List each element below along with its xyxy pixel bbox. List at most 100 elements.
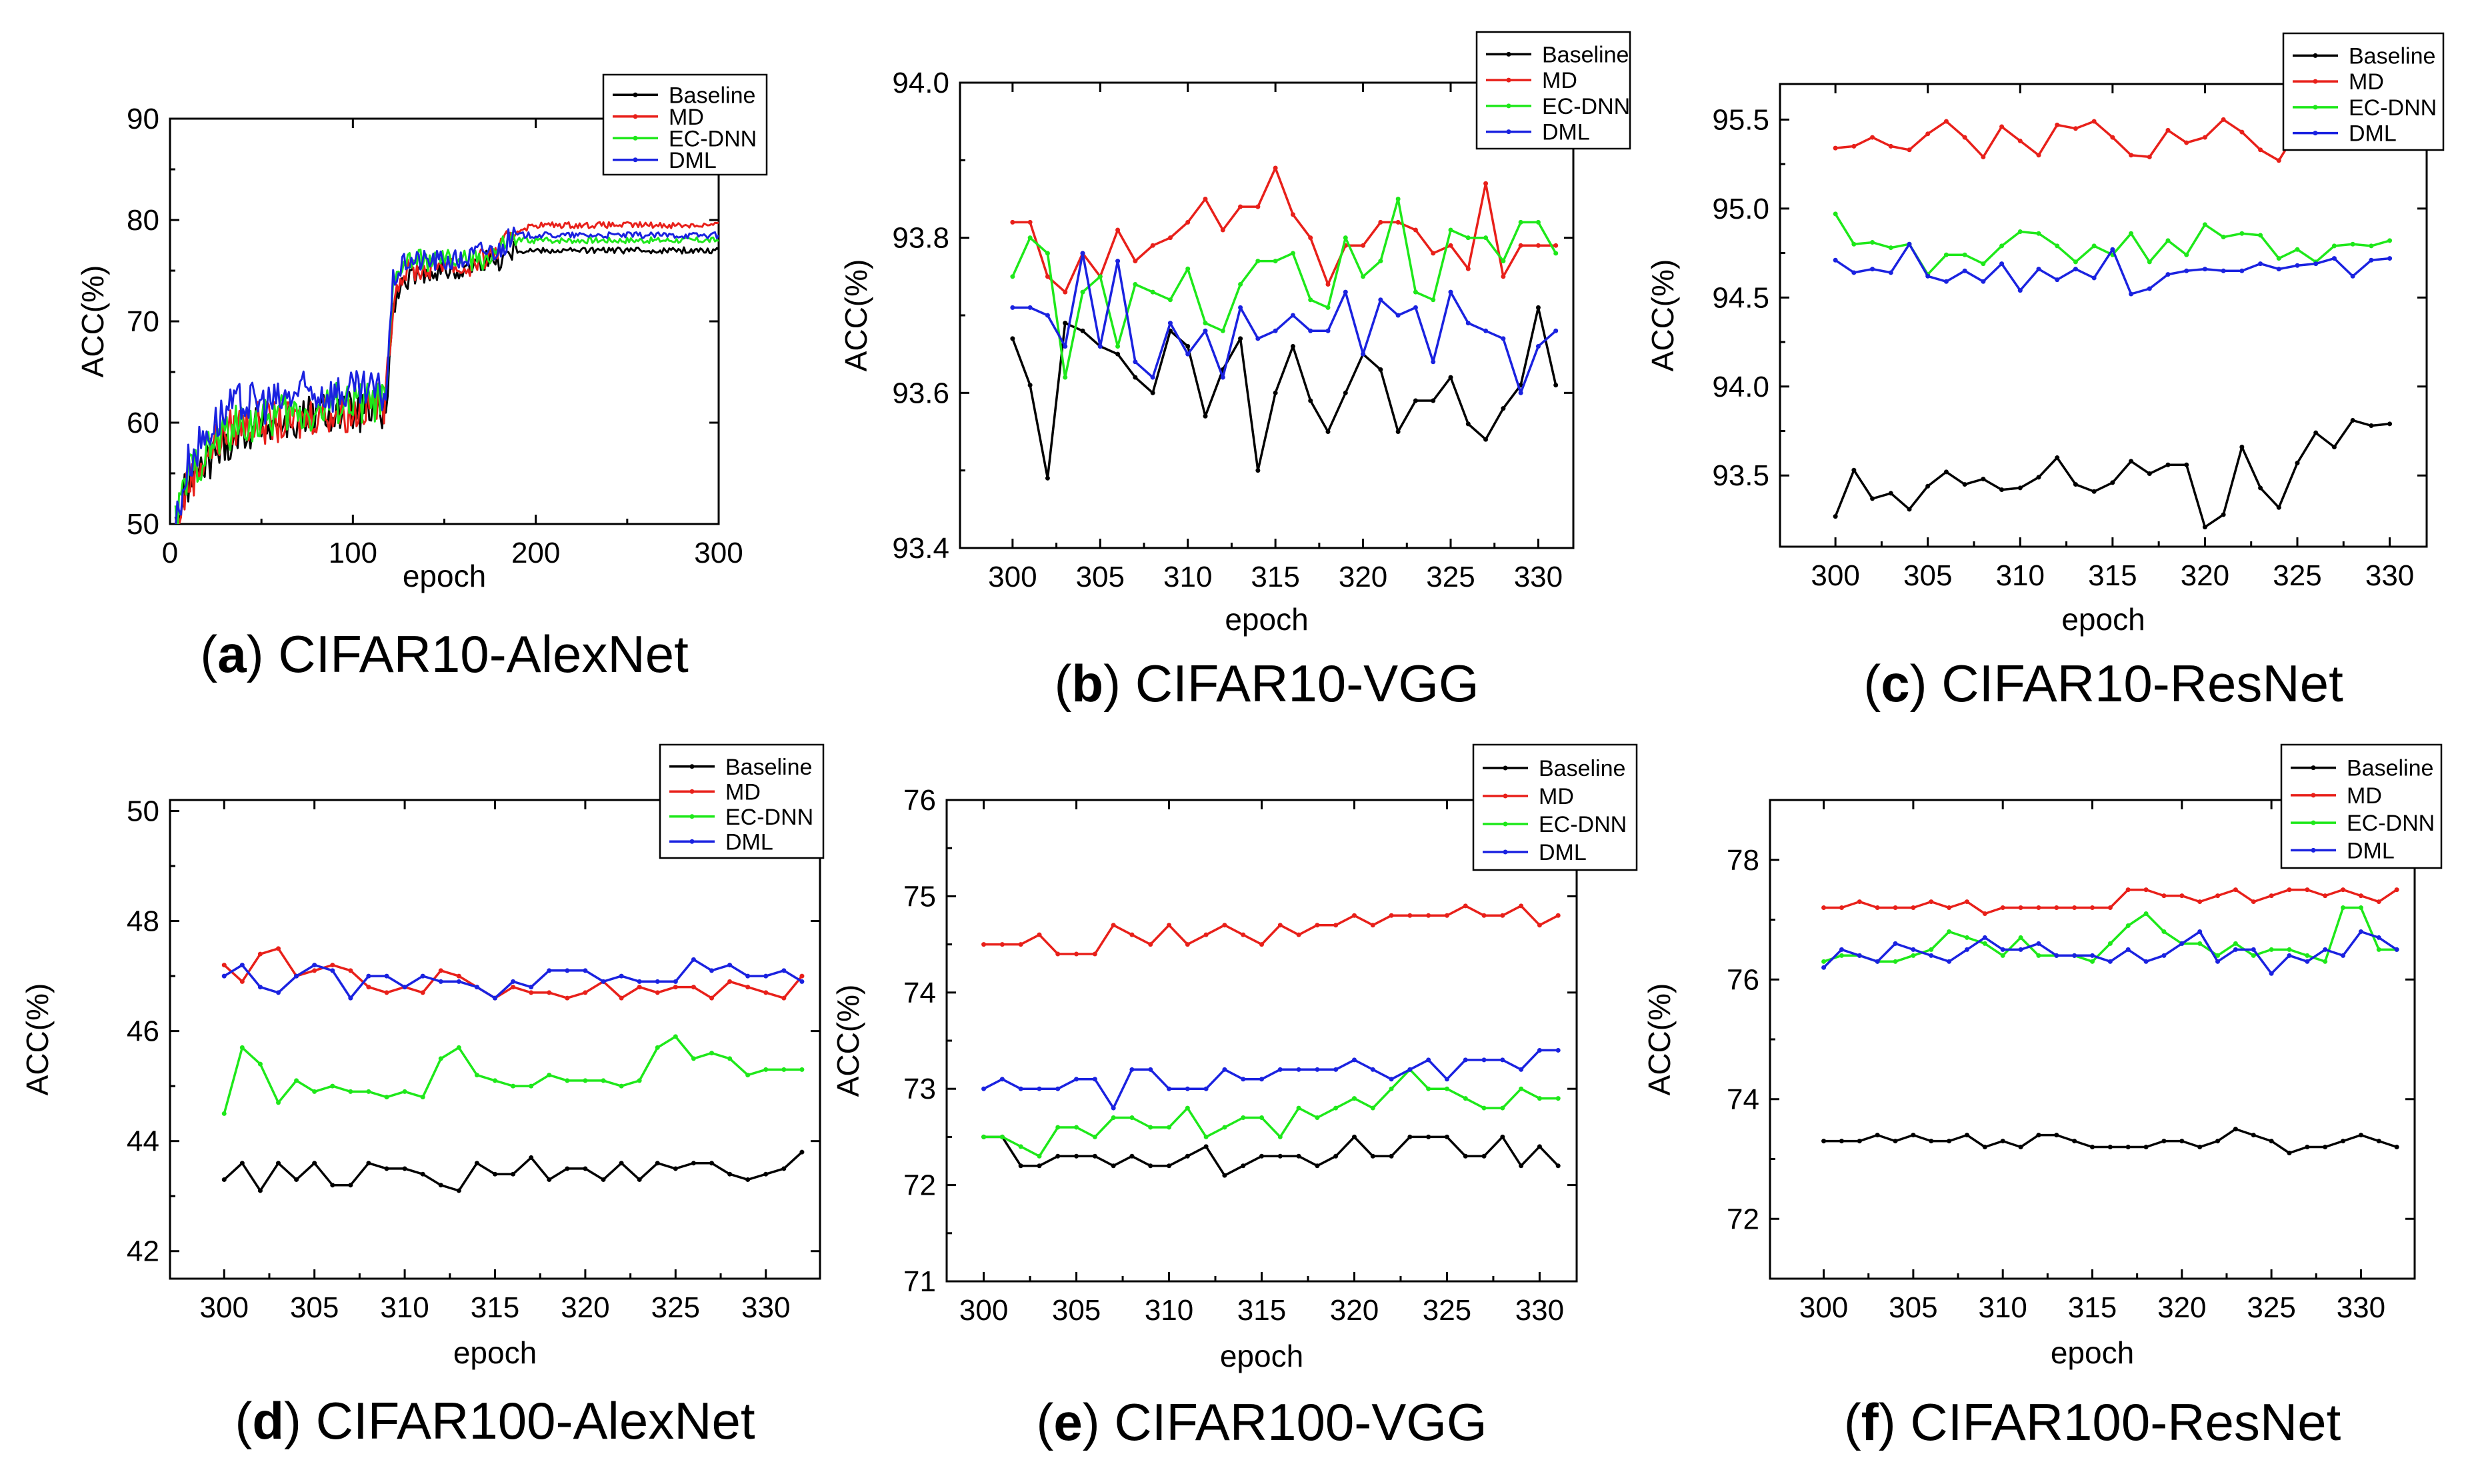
- data-point-ec-dnn: [1821, 959, 1827, 964]
- x-tick-label: 320: [2181, 559, 2229, 592]
- data-point-ec-dnn: [1133, 281, 1138, 287]
- data-point-ec-dnn: [2090, 959, 2095, 964]
- data-point-baseline: [2036, 1133, 2041, 1138]
- caption-letter: c: [1881, 654, 1909, 713]
- data-point-baseline: [1444, 1134, 1449, 1139]
- data-point-ec-dnn: [2017, 229, 2023, 235]
- data-point-dml: [1055, 1086, 1061, 1091]
- data-point-baseline: [2287, 1151, 2292, 1156]
- data-point-dml: [2394, 947, 2399, 952]
- series-line-md: [223, 947, 803, 999]
- data-point-baseline: [1063, 321, 1068, 326]
- data-point-md: [330, 963, 335, 968]
- data-point-baseline: [2387, 421, 2393, 427]
- legend-label: EC-DNN: [1542, 94, 1630, 119]
- data-point-md: [655, 990, 660, 995]
- data-point-ec-dnn: [1203, 1134, 1209, 1139]
- data-point-md: [1500, 913, 1505, 918]
- data-point-baseline: [1851, 467, 1857, 473]
- x-tick-label: 325: [2273, 559, 2321, 592]
- caption-letter: d: [252, 1391, 284, 1450]
- data-point-ec-dnn: [1185, 1105, 1190, 1111]
- x-tick-label: 305: [1889, 1291, 1937, 1324]
- data-point-ec-dnn: [1444, 1086, 1449, 1091]
- data-point-dml: [1947, 959, 1952, 964]
- data-point-dml: [2269, 971, 2274, 976]
- legend-label: EC-DNN: [1539, 812, 1627, 837]
- data-point-ec-dnn: [565, 1078, 570, 1083]
- data-point-dml: [1222, 1067, 1227, 1072]
- data-point-baseline: [1370, 1153, 1375, 1159]
- y-tick-label: 78: [1727, 844, 1759, 877]
- data-point-md: [1378, 219, 1383, 225]
- data-point-md: [1395, 219, 1401, 225]
- x-tick-label: 320: [2157, 1291, 2206, 1324]
- y-tick-label: 93.8: [892, 222, 949, 255]
- legend-marker: [1503, 849, 1508, 855]
- data-point-md: [1465, 266, 1471, 271]
- legend-label: DML: [2347, 838, 2395, 863]
- legend-label: DML: [2349, 121, 2397, 147]
- data-point-md: [727, 979, 733, 984]
- y-tick-label: 72: [1727, 1203, 1759, 1235]
- x-tick-label: 200: [511, 537, 560, 569]
- legend: Baseline MD EC-DNN DML: [1472, 743, 1638, 871]
- data-point-baseline: [2233, 1127, 2238, 1132]
- data-point-baseline: [1150, 390, 1155, 395]
- data-point-md: [1255, 204, 1261, 209]
- data-point-dml: [1203, 1086, 1209, 1091]
- data-point-dml: [1074, 1077, 1079, 1082]
- data-point-baseline: [1483, 437, 1489, 442]
- data-point-ec-dnn: [1943, 252, 1949, 257]
- data-point-ec-dnn: [2251, 953, 2256, 958]
- data-point-dml: [1315, 1067, 1320, 1072]
- x-tick-label: 300: [694, 537, 743, 569]
- data-point-baseline: [565, 1166, 570, 1171]
- chart-panel-e: 300 305 310 315 320 325 330 71 72 73 74 75 76 epoch AC…: [831, 743, 1638, 1451]
- data-point-ec-dnn: [1296, 1105, 1301, 1111]
- data-point-ec-dnn: [655, 1045, 660, 1050]
- data-point-baseline: [221, 1177, 227, 1182]
- x-tick-label: 315: [1251, 561, 1299, 593]
- data-point-ec-dnn: [2305, 953, 2310, 958]
- data-point-ec-dnn: [2233, 941, 2238, 946]
- chart-panel-b: 300 305 310 315 320 325 330 93.4 93.6 93.8 94.0 epo…: [839, 31, 1631, 713]
- y-tick-label: 93.6: [892, 377, 949, 409]
- legend-marker: [2311, 765, 2316, 771]
- data-point-ec-dnn: [348, 1089, 353, 1094]
- data-point-md: [1907, 147, 1912, 153]
- data-point-md: [673, 985, 678, 990]
- x-tick-label: 330: [741, 1291, 790, 1324]
- data-point-md: [1238, 204, 1243, 209]
- data-point-md: [2017, 138, 2023, 143]
- data-point-ec-dnn: [1481, 1105, 1487, 1111]
- data-point-md: [2073, 126, 2078, 131]
- data-point-dml: [2090, 953, 2095, 958]
- data-point-ec-dnn: [420, 1095, 425, 1100]
- data-point-md: [312, 968, 317, 973]
- data-point-dml: [1518, 390, 1523, 395]
- caption-text: CIFAR100-ResNet: [1910, 1393, 2341, 1451]
- data-point-ec-dnn: [2143, 911, 2149, 917]
- data-point-md: [2258, 147, 2263, 153]
- data-point-baseline: [1929, 1139, 1934, 1144]
- data-point-baseline: [2251, 1133, 2256, 1138]
- data-point-baseline: [1555, 1163, 1561, 1169]
- data-point-md: [1010, 219, 1015, 225]
- data-point-dml: [1148, 1067, 1153, 1072]
- data-point-dml: [601, 979, 606, 984]
- y-axis-label: ACC(%): [1645, 259, 1680, 372]
- data-point-dml: [1888, 270, 1893, 275]
- data-point-baseline: [1018, 1163, 1023, 1169]
- data-point-ec-dnn: [1911, 953, 1916, 958]
- data-point-md: [1982, 911, 1987, 917]
- data-point-baseline: [2143, 1145, 2149, 1150]
- data-point-dml: [1448, 289, 1453, 295]
- data-point-baseline: [1389, 1153, 1394, 1159]
- data-point-md: [1448, 243, 1453, 248]
- legend-box: [1472, 743, 1638, 871]
- x-tick-label: 300: [1811, 559, 1859, 592]
- data-point-md: [981, 942, 987, 947]
- data-point-md: [1074, 951, 1079, 957]
- data-point-ec-dnn: [619, 1083, 624, 1089]
